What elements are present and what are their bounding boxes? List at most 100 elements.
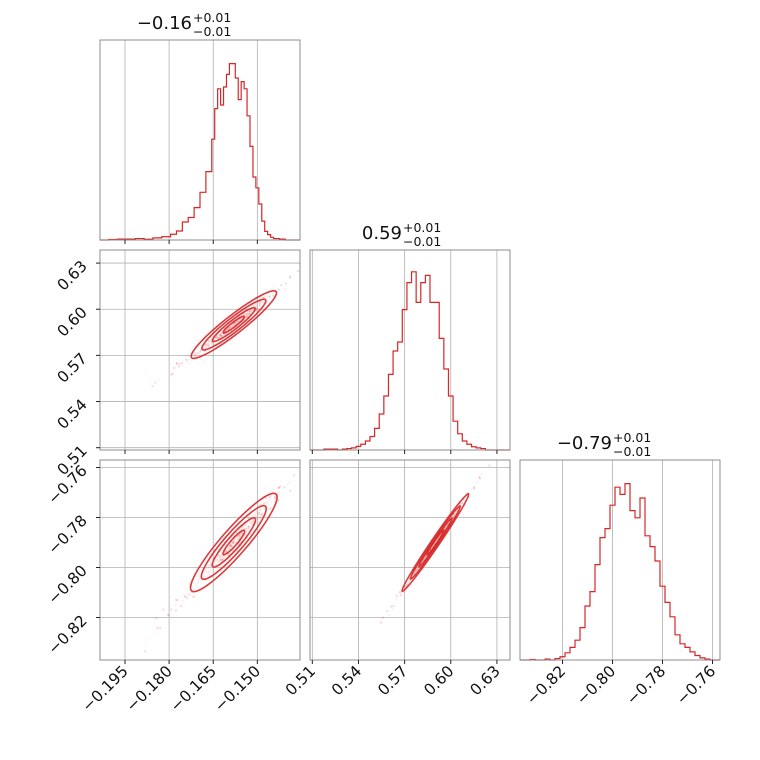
sample-point	[246, 313, 249, 316]
sample-point	[244, 524, 247, 527]
y-tick-label: −0.78	[45, 512, 91, 558]
sample-point	[206, 573, 210, 576]
sample-point	[273, 499, 276, 502]
sample-point	[259, 302, 263, 305]
sample-point	[237, 319, 240, 322]
sample-point	[247, 313, 251, 316]
sample-point	[264, 295, 268, 299]
sample-point	[260, 512, 263, 515]
sample-point	[213, 338, 216, 342]
sample-point	[258, 511, 261, 514]
sample-points	[151, 269, 300, 388]
sample-point	[240, 532, 243, 535]
sample-point	[256, 511, 259, 514]
sample-point	[414, 569, 418, 572]
sample-point	[475, 480, 479, 484]
sample-point	[266, 500, 269, 503]
sample-point	[194, 585, 197, 588]
sample-point	[259, 515, 262, 519]
sample-point	[415, 568, 418, 571]
sample-point	[234, 321, 237, 325]
sample-point	[247, 525, 250, 528]
sample-point	[192, 595, 195, 599]
sample-point	[244, 523, 247, 527]
sample-point	[454, 511, 458, 514]
sample-point	[189, 358, 192, 362]
sample-point	[221, 333, 224, 336]
sample-point	[288, 481, 291, 484]
sample-point	[154, 381, 157, 384]
sample-point	[252, 518, 255, 521]
sample-point	[208, 564, 211, 567]
sample-point	[251, 521, 254, 525]
sample-point	[252, 303, 256, 307]
sample-point	[233, 323, 237, 326]
sample-point	[214, 562, 217, 565]
sample-point	[211, 568, 214, 571]
sample-point	[216, 554, 220, 557]
sample-point	[249, 311, 252, 314]
sample-point	[399, 593, 402, 597]
sample-point	[267, 507, 271, 511]
sample-point	[251, 513, 254, 517]
sample-point	[229, 544, 233, 547]
sample-point	[256, 510, 259, 513]
contour-level-0	[222, 315, 246, 334]
scatter-panel-2-1	[309, 459, 511, 664]
y-tick-label: 0.63	[54, 257, 91, 294]
sample-point	[262, 300, 265, 303]
sample-point	[305, 468, 307, 470]
sample-point	[232, 539, 236, 542]
sample-point	[415, 569, 419, 572]
sample-point	[461, 502, 464, 505]
sample-point	[236, 320, 239, 323]
sample-point	[256, 517, 260, 520]
sample-point	[223, 333, 226, 336]
sample-point	[262, 301, 265, 304]
sample-point	[205, 344, 208, 347]
x-tick-label: −0.78	[623, 662, 669, 708]
sample-point	[228, 545, 231, 548]
sample-point	[199, 350, 202, 353]
sample-point	[228, 545, 232, 548]
sample-point	[253, 514, 257, 517]
sample-point	[251, 520, 254, 523]
sample-point	[180, 605, 183, 608]
sample-point	[257, 513, 261, 516]
sample-point	[248, 310, 252, 313]
sample-point	[244, 527, 247, 530]
contour-level-0	[222, 529, 246, 556]
title-lower-2: −0.01	[613, 444, 651, 459]
sample-point	[248, 521, 251, 525]
sample-point	[262, 296, 265, 299]
sample-point	[209, 568, 212, 571]
x-tick-label: −0.80	[573, 662, 619, 708]
sample-point	[463, 499, 466, 502]
sample-point	[220, 559, 223, 562]
histogram-panel-0	[99, 39, 301, 244]
sample-point	[218, 554, 222, 557]
sample-point	[263, 507, 266, 510]
panel-title-1: 0.59 +0.01−0.01	[362, 220, 441, 249]
sample-point	[288, 276, 292, 279]
sample-point	[198, 351, 201, 354]
sample-point	[197, 570, 201, 574]
y-tick-label: 0.60	[54, 303, 91, 340]
sample-point	[217, 560, 220, 563]
sample-point	[236, 539, 239, 542]
sample-point	[204, 359, 207, 363]
sample-point	[488, 464, 491, 467]
sample-point	[219, 555, 222, 558]
sample-point	[248, 525, 251, 528]
sample-point	[203, 569, 206, 572]
sample-point	[227, 327, 230, 331]
sample-point	[204, 344, 207, 347]
sample-point	[151, 385, 154, 388]
sample-point	[207, 344, 210, 347]
sample-point	[258, 511, 261, 514]
sample-point	[244, 527, 247, 531]
sample-point	[218, 334, 221, 337]
sample-point	[258, 303, 261, 306]
sample-point	[230, 324, 234, 328]
